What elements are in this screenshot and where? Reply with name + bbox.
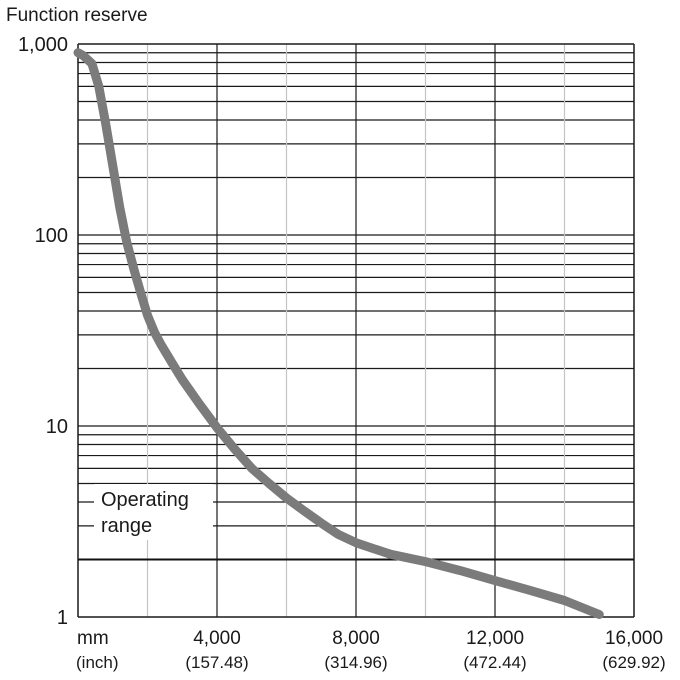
operating-range-label-bg bbox=[94, 484, 213, 540]
operating-range-label-line1: Operating bbox=[101, 489, 189, 511]
x-tick-sublabel: (157.48) bbox=[185, 653, 248, 672]
x-tick-label: 12,000 bbox=[466, 628, 524, 649]
x-tick-sublabel: (629.92) bbox=[602, 653, 665, 672]
chart-title: Function reserve bbox=[6, 5, 148, 26]
x-axis-tick-labels: 4,000 (157.48) 8,000 (314.96) 12,000 (472.44)… bbox=[185, 628, 665, 672]
y-tick-label: 100 bbox=[35, 225, 68, 247]
y-tick-label: 1,000 bbox=[18, 34, 68, 56]
plot-area-frame bbox=[77, 43, 635, 618]
x-unit-inch-label: (inch) bbox=[76, 653, 119, 672]
operating-range-label-line2: range bbox=[101, 515, 152, 537]
function-reserve-curve bbox=[73, 48, 604, 619]
x-tick-sublabel: (314.96) bbox=[324, 653, 387, 672]
x-tick-label: 8,000 bbox=[332, 628, 380, 649]
y-tick-label: 10 bbox=[46, 416, 68, 438]
x-tick-label: 16,000 bbox=[605, 628, 663, 649]
y-tick-label: 1 bbox=[57, 607, 68, 629]
series-layer bbox=[73, 48, 604, 619]
x-unit-mm-label: mm bbox=[77, 628, 109, 649]
grid bbox=[78, 44, 634, 617]
x-tick-sublabel: (472.44) bbox=[463, 653, 526, 672]
y-axis-tick-labels: 1 10 100 1,000 bbox=[18, 34, 68, 629]
x-tick-label: 4,000 bbox=[193, 628, 241, 649]
